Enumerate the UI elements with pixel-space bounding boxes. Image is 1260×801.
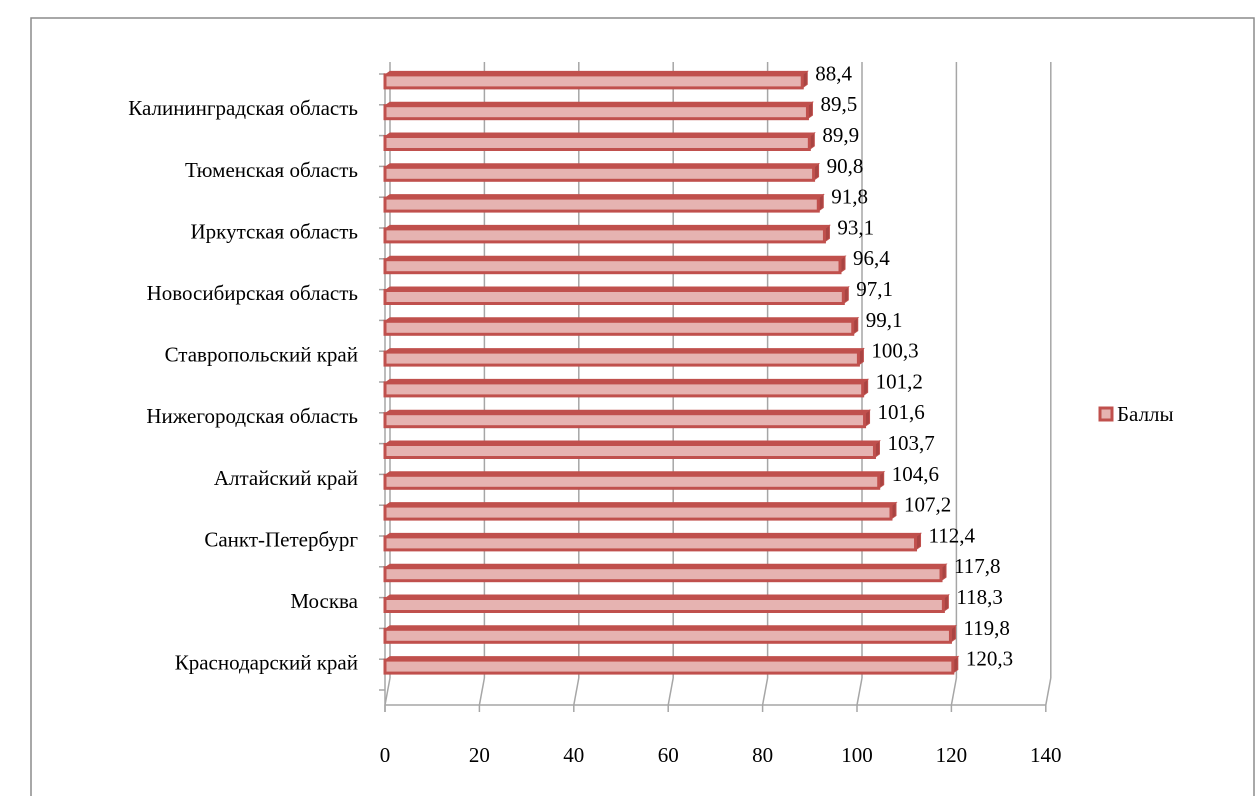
data-label: 90,8 (827, 154, 864, 178)
legend: Баллы (1098, 402, 1174, 426)
data-label: 119,8 (963, 616, 1009, 640)
data-label: 89,5 (820, 92, 857, 116)
bar (383, 255, 847, 275)
bar (383, 624, 958, 644)
x-tick-label: 60 (658, 743, 679, 767)
bar (383, 162, 821, 182)
bar (383, 378, 870, 398)
category-label: Москва (290, 589, 358, 613)
category-label: Тюменская область (185, 158, 358, 182)
data-label: 103,7 (887, 431, 934, 455)
bar (383, 409, 872, 429)
category-label: Санкт-Петербург (204, 527, 358, 551)
bar (383, 563, 948, 583)
bar (383, 101, 815, 121)
floor-line (761, 677, 769, 706)
data-label: 117,8 (954, 554, 1000, 578)
bar (383, 286, 850, 305)
bar (383, 70, 809, 90)
floor-line (950, 677, 958, 706)
bar (383, 470, 886, 490)
x-tick-label: 100 (841, 743, 873, 767)
bar (383, 501, 898, 521)
data-label: 104,6 (892, 462, 939, 486)
legend-marker (1098, 406, 1114, 422)
data-label: 101,6 (878, 400, 925, 424)
data-label: 97,1 (856, 277, 893, 301)
x-tick-label: 140 (1030, 743, 1062, 767)
bar (383, 316, 860, 336)
x-tick-label: 80 (752, 743, 773, 767)
legend-label: Баллы (1117, 402, 1174, 426)
x-tick-label: 120 (936, 743, 968, 767)
bar (383, 594, 950, 613)
data-label: 101,2 (876, 369, 923, 393)
data-label: 107,2 (904, 493, 951, 517)
data-label: 100,3 (871, 339, 918, 363)
bars (383, 70, 960, 675)
bar (383, 132, 816, 151)
category-label: Ставропольский край (165, 343, 358, 367)
data-label: 120,3 (966, 647, 1013, 671)
floor-line (478, 677, 486, 706)
data-label: 118,3 (956, 585, 1002, 609)
data-label: 96,4 (853, 246, 890, 270)
data-label: 99,1 (866, 308, 903, 332)
category-label: Краснодарский край (175, 651, 358, 675)
category-label: Калининградская область (128, 96, 358, 120)
data-label: 88,4 (815, 61, 852, 85)
bar (383, 532, 923, 552)
x-tick-label: 20 (469, 743, 490, 767)
data-label: 93,1 (837, 215, 874, 239)
bar (383, 655, 960, 675)
data-label: 112,4 (929, 523, 976, 547)
category-label: Иркутская область (191, 219, 358, 243)
category-label: Алтайский край (214, 466, 358, 490)
category-label: Нижегородская область (146, 404, 358, 428)
floor-line (573, 677, 580, 706)
x-tick-label: 0 (380, 743, 391, 767)
floor-line (856, 677, 863, 706)
bar (383, 440, 882, 459)
floor-line (1045, 677, 1052, 706)
floor-line (384, 677, 391, 706)
bar (383, 193, 825, 213)
x-tick-label: 40 (563, 743, 584, 767)
category-label: Новосибирская область (147, 281, 358, 305)
bar (383, 347, 866, 367)
data-label: 89,9 (822, 123, 859, 147)
bar (383, 224, 832, 244)
floor-line (667, 677, 674, 706)
data-label: 91,8 (831, 185, 868, 209)
labels: 0 20 40 60 80 100 120 140 88,4 89,5 89,9 90,8 91,8 93… (128, 61, 1061, 767)
